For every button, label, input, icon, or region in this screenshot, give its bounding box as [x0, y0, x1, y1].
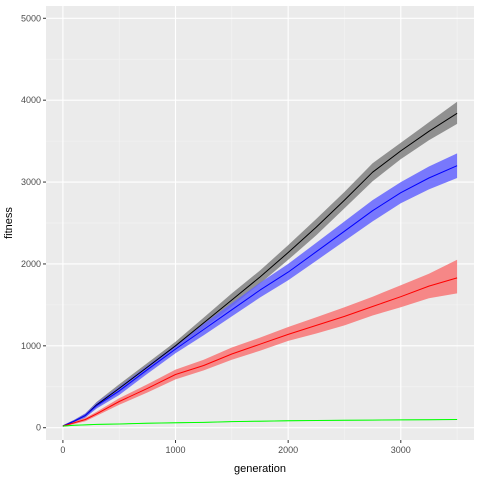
- x-tick-label: 3000: [391, 445, 411, 455]
- confidence-band-3: [62, 259, 458, 427]
- y-tick-label: 0: [36, 423, 41, 433]
- confidence-band-1: [62, 101, 458, 427]
- x-axis: 0 1000 2000 3000: [60, 440, 411, 455]
- y-tick-label: 1000: [21, 341, 41, 351]
- series-line-3: [62, 277, 458, 427]
- line-layer: [62, 112, 458, 427]
- x-tick-label: 2000: [278, 445, 298, 455]
- y-tick-label: 3000: [21, 177, 41, 187]
- y-tick-label: 5000: [21, 13, 41, 23]
- y-axis: 0 1000 2000 3000 4000 5000: [21, 13, 46, 433]
- series-line-2: [62, 165, 458, 427]
- y-axis-title: fitness: [3, 207, 15, 239]
- x-axis-title: generation: [234, 463, 286, 475]
- x-tick-label: 0: [60, 445, 65, 455]
- y-tick-label: 4000: [21, 95, 41, 105]
- series-line-4: [62, 419, 458, 427]
- y-tick-label: 2000: [21, 259, 41, 269]
- x-tick-label: 1000: [166, 445, 186, 455]
